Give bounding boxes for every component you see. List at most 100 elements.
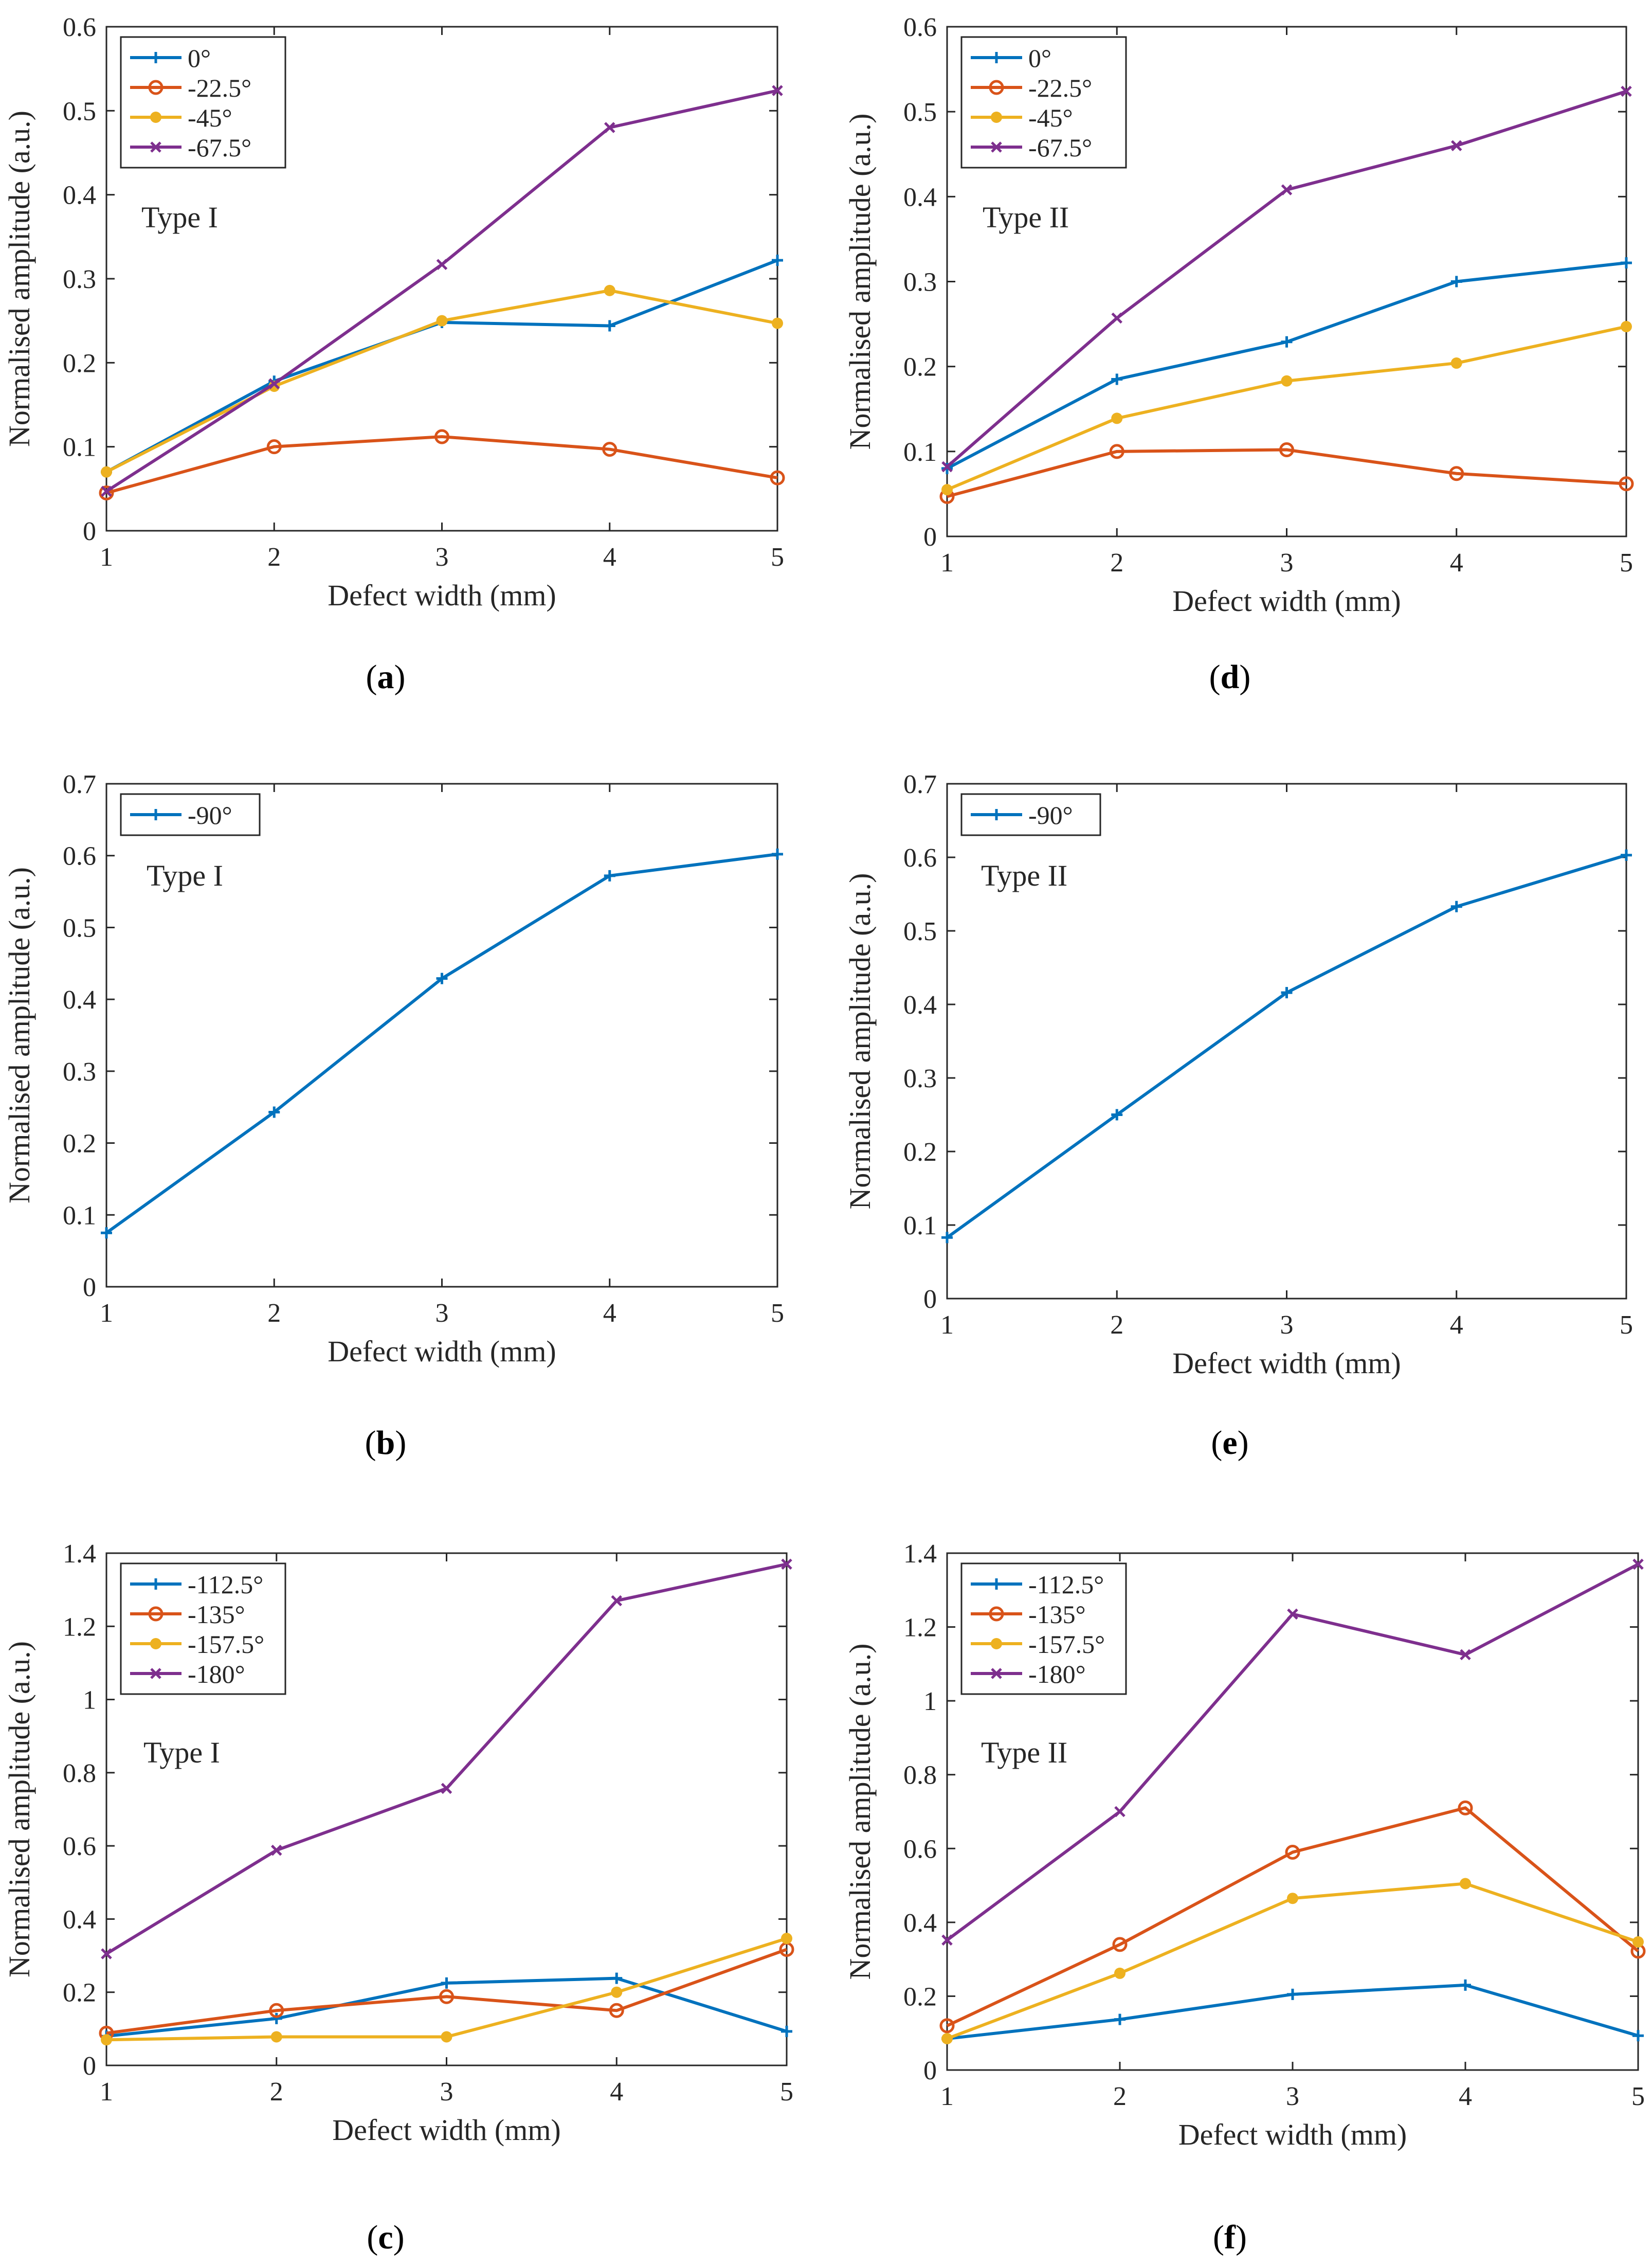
series-line [106, 1948, 788, 2035]
legend-label: -45° [1028, 103, 1073, 132]
legend-entry: -157.5° [971, 1630, 1105, 1659]
dot-marker [441, 2031, 452, 2043]
legend-entry: -112.5° [130, 1570, 263, 1599]
dot-marker [150, 112, 161, 123]
y-tick-label: 0.5 [63, 913, 96, 943]
legend: 0°-22.5°-45°-67.5° [120, 36, 286, 169]
series--67.5° [101, 85, 783, 497]
x-tick-label: 3 [1286, 2082, 1299, 2111]
legend-entry: -67.5° [971, 133, 1092, 162]
y-tick-label: 0.3 [63, 1057, 96, 1087]
series--135° [99, 1941, 794, 2041]
circle-marker [1449, 466, 1464, 481]
panel-caption: (d) [1209, 658, 1251, 696]
y-tick-label: 0 [83, 1273, 96, 1302]
legend-entry: -22.5° [130, 74, 251, 102]
circle-marker [439, 1989, 454, 2004]
legend-entry: 0° [971, 44, 1051, 73]
series--22.5° [939, 442, 1634, 504]
type-annotation: Type II [981, 859, 1067, 892]
y-tick-label: 0.6 [63, 13, 96, 42]
plus-marker [772, 848, 783, 860]
cross-marker [268, 378, 280, 389]
y-tick-label: 0.2 [63, 1129, 96, 1159]
type-annotation: Type I [143, 1736, 220, 1769]
legend: -112.5°-135°-157.5°-180° [960, 1562, 1127, 1695]
y-tick-label: 0.2 [63, 349, 96, 378]
y-tick-label: 1.4 [63, 1539, 96, 1569]
circle-marker [148, 1606, 164, 1622]
legend-entry: -135° [971, 1600, 1086, 1629]
y-tick-label: 0.4 [63, 985, 96, 1015]
circle-marker [1109, 444, 1124, 459]
legend-label: -90° [1028, 801, 1073, 830]
y-tick-label: 0.4 [63, 1905, 96, 1934]
cross-marker [436, 259, 448, 271]
legend-label: -22.5° [188, 74, 251, 102]
y-tick-label: 0.8 [63, 1759, 96, 1788]
dot-marker [991, 1638, 1002, 1649]
dot-marker [1287, 1893, 1298, 1904]
circle-marker [1112, 1937, 1128, 1952]
plus-marker [1111, 373, 1123, 385]
cross-marker [150, 1668, 161, 1679]
y-tick-label: 0.1 [63, 1201, 96, 1230]
series-line [946, 853, 1627, 1239]
y-axis-label: Normalised amplitude (a.u.) [3, 867, 36, 1203]
plus-marker [772, 255, 783, 266]
plus-marker [604, 870, 615, 881]
series--45° [101, 284, 783, 478]
legend: 0°-22.5°-45°-67.5° [960, 36, 1127, 169]
legend: -112.5°-135°-157.5°-180° [120, 1562, 286, 1695]
y-tick-label: 0.6 [63, 1832, 96, 1861]
x-tick-label: 4 [1450, 548, 1463, 578]
plus-marker [1287, 1988, 1298, 2000]
series--90° [941, 849, 1632, 1244]
circle-marker [148, 80, 164, 95]
x-tick-label: 4 [1450, 1310, 1463, 1340]
y-tick-label: 0.2 [903, 353, 937, 382]
type-annotation: Type II [983, 201, 1069, 234]
cross-marker [270, 1844, 282, 1856]
series-line [946, 261, 1627, 470]
cross-marker [604, 122, 615, 133]
legend-label: -90° [188, 801, 232, 830]
y-tick-label: 1.2 [63, 1612, 96, 1642]
panel-caption: (f) [1213, 2219, 1247, 2256]
x-tick-label: 3 [435, 1299, 449, 1328]
x-tick-label: 2 [1113, 2082, 1127, 2111]
cross-marker [1621, 85, 1632, 97]
circle-marker [266, 439, 282, 455]
legend-label: -135° [1028, 1600, 1086, 1629]
x-tick-label: 3 [1280, 1310, 1294, 1340]
y-tick-label: 0.2 [903, 1138, 937, 1167]
y-tick-label: 0.7 [903, 770, 937, 799]
y-tick-label: 0.1 [903, 1211, 937, 1240]
circle-marker [99, 485, 114, 500]
panel-c: 1 2 3 4 5 0 0.2 0.4 0.6 0.8 1 1.2 1.4 Defect width (m… [3, 1539, 794, 2256]
plus-marker [268, 1106, 280, 1118]
cross-marker [991, 141, 1002, 153]
legend-label: -180° [1028, 1660, 1086, 1688]
x-tick-label: 5 [1620, 1310, 1633, 1340]
y-tick-label: 0.4 [903, 183, 937, 212]
y-axis-label: Normalised amplitude (a.u.) [843, 873, 877, 1210]
y-tick-label: 0.6 [63, 842, 96, 871]
y-axis-label: Normalised amplitude (a.u.) [3, 111, 36, 447]
plus-marker [1111, 1109, 1123, 1121]
y-tick-label: 0.3 [903, 1064, 937, 1093]
x-tick-label: 1 [940, 548, 954, 578]
panel-caption: (c) [367, 2219, 404, 2256]
cross-marker [611, 1595, 623, 1607]
panel-e: 1 2 3 4 5 0 0.1 0.2 0.3 0.4 0.5 0.6 0.7 Defect width … [843, 770, 1633, 1462]
legend-entry: -180° [130, 1660, 245, 1688]
y-tick-label: 0.4 [63, 181, 96, 210]
legend-entry: 0° [130, 44, 211, 73]
y-tick-label: 0.5 [903, 98, 937, 127]
circle-marker [989, 1606, 1004, 1622]
series--180° [941, 1558, 1644, 1946]
legend-label: -157.5° [1028, 1630, 1105, 1659]
plus-marker [991, 809, 1002, 820]
circle-marker [269, 2003, 284, 2018]
